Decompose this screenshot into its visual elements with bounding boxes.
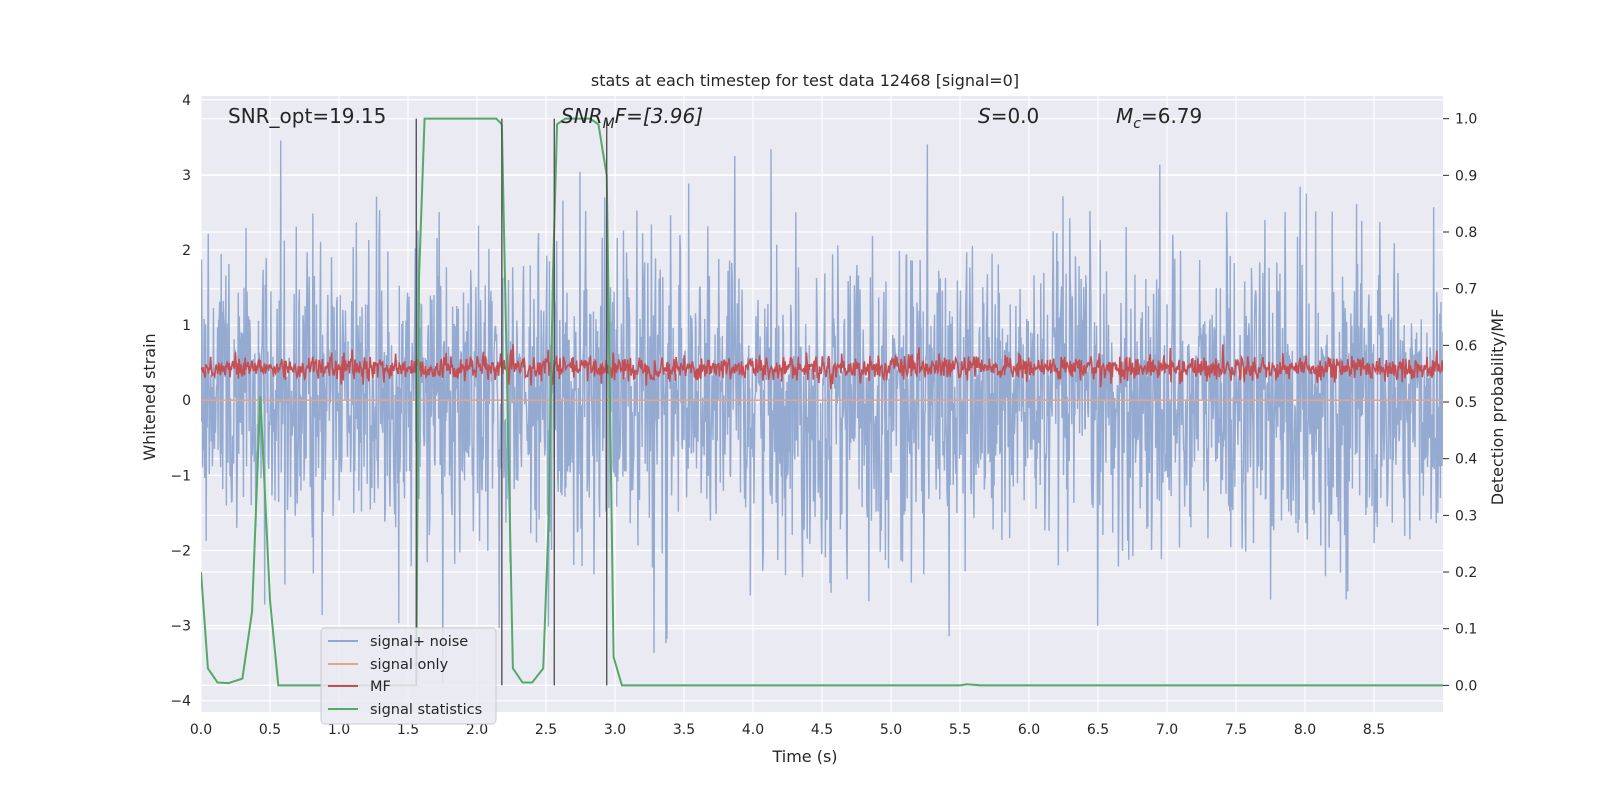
legend-label-signal-statistics: signal statistics xyxy=(370,702,482,718)
x-tick-label: 5.0 xyxy=(880,722,902,738)
x-tick-label: 1.0 xyxy=(328,722,350,738)
y-axis-left-label: Whitened strain xyxy=(140,333,159,460)
chart-title: stats at each timestep for test data 124… xyxy=(591,71,1019,90)
series-signal-statistics xyxy=(201,117,1443,687)
x-axis-label: Time (s) xyxy=(771,747,837,766)
x-tick-label: 4.0 xyxy=(742,722,764,738)
y-left-tick-label: 0 xyxy=(182,393,191,409)
y-left-tick-label: −1 xyxy=(170,468,191,484)
y-right-tick-label: 1.0 xyxy=(1455,112,1477,128)
y-right-tick-label: 0.4 xyxy=(1455,452,1477,468)
y-right-tick-label: 0.3 xyxy=(1455,508,1477,524)
y-right-tick-label: 0.5 xyxy=(1455,395,1477,411)
y-left-tick-label: 4 xyxy=(182,93,191,109)
annotation-mc: Mc=6.79 xyxy=(1116,104,1202,132)
y-right-tick-label: 0.9 xyxy=(1455,168,1477,184)
y-right-tick-label: 0.0 xyxy=(1455,678,1477,694)
x-tick-label: 2.0 xyxy=(466,722,488,738)
x-tick-label: 3.0 xyxy=(604,722,626,738)
annotation-s: S=0.0 xyxy=(978,104,1039,128)
y-left-tick-label: 2 xyxy=(182,243,191,259)
axes-layer: 0.0 0.5 1.0 1.5 2.0 2.5 3.0 3.5 4.0 4.5 5.0 5.5 6.0 6… xyxy=(170,93,1477,738)
x-tick-label: 7.5 xyxy=(1225,722,1247,738)
y-left-tick-label: 3 xyxy=(182,168,191,184)
y-right-tick-label: 0.8 xyxy=(1455,225,1477,241)
x-tick-label: 2.5 xyxy=(535,722,557,738)
x-tick-label: 5.5 xyxy=(949,722,971,738)
x-tick-label: 0.5 xyxy=(259,722,281,738)
y-left-tick-label: −4 xyxy=(170,694,191,710)
series-signal-noise xyxy=(201,140,1443,684)
legend-label-signal-only: signal only xyxy=(370,657,449,673)
y-left-tick-label: 1 xyxy=(182,318,191,334)
x-tick-label: 8.5 xyxy=(1363,722,1385,738)
x-tick-label: 1.5 xyxy=(397,722,419,738)
y-right-tick-label: 0.6 xyxy=(1455,338,1477,354)
y-left-tick-label: −2 xyxy=(170,543,191,559)
annotation-snr-mf: SNRMF=[3.96] xyxy=(561,104,703,132)
annotation-snr-opt: SNR_opt=19.15 xyxy=(228,104,386,128)
y-right-tick-label: 0.7 xyxy=(1455,282,1477,298)
legend-label-mf: MF xyxy=(370,679,391,695)
x-tick-label: 6.5 xyxy=(1087,722,1109,738)
x-tick-label: 8.0 xyxy=(1294,722,1316,738)
x-tick-label: 0.0 xyxy=(190,722,212,738)
legend-label-signal-noise: signal+ noise xyxy=(370,634,468,650)
x-tick-label: 7.0 xyxy=(1156,722,1178,738)
y-axis-right-label: Detection probability/MF xyxy=(1488,309,1507,506)
vertical-markers xyxy=(415,118,608,686)
data-layer xyxy=(201,117,1443,687)
x-tick-label: 6.0 xyxy=(1018,722,1040,738)
y-right-tick-label: 0.1 xyxy=(1455,622,1477,638)
y-right-tick-label: 0.2 xyxy=(1455,565,1477,581)
x-tick-label: 4.5 xyxy=(811,722,833,738)
y-left-tick-label: −3 xyxy=(170,619,191,635)
legend-box xyxy=(320,627,497,725)
series-mf xyxy=(201,344,1443,390)
x-tick-label: 3.5 xyxy=(673,722,695,738)
legend: signal+ noise signal only MF signal stat… xyxy=(320,627,497,725)
